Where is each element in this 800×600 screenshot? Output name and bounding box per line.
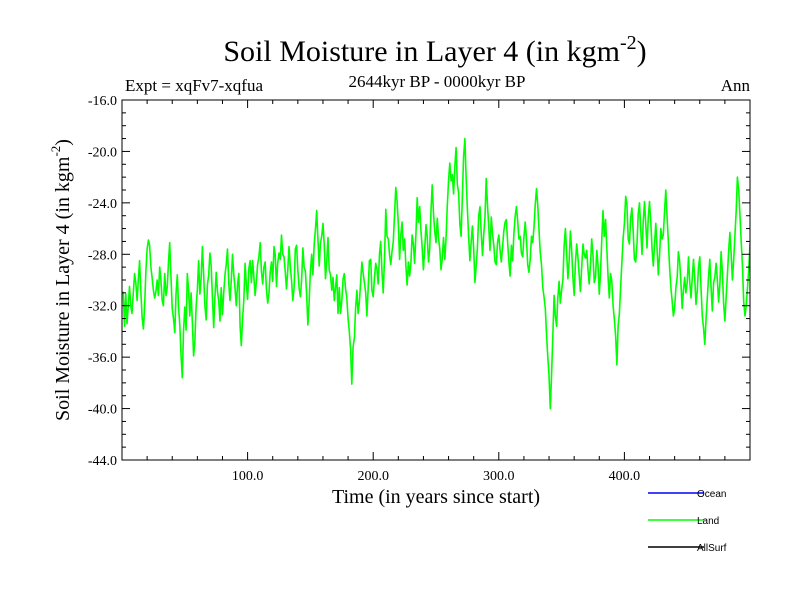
- y-tick-label: -44.0: [88, 454, 117, 469]
- y-tick-label: -36.0: [88, 351, 117, 366]
- x-tick-label: 300.0: [483, 469, 515, 484]
- chart-title: Soil Moisture in Layer 4 (in kgm-2): [223, 32, 646, 68]
- subtitle-right: Ann: [721, 76, 751, 95]
- series-line-land: [122, 137, 750, 410]
- y-tick-label: -40.0: [88, 403, 117, 418]
- x-axis: 100.0 200.0 300.0 400.0: [146, 100, 726, 484]
- series-layer: [122, 137, 750, 410]
- x-axis-label: Time (in years since start): [332, 486, 540, 508]
- y-axis-label-main: Soil Moisture in Layer 4 (in kgm: [52, 156, 74, 421]
- x-tick-label: 100.0: [232, 469, 264, 484]
- x-tick-label: 200.0: [357, 469, 389, 484]
- subtitle-center: 2644kyr BP - 0000kyr BP: [349, 72, 526, 91]
- y-axis: -16.0 -20.0 -24.0 -28.0 -32.0 -36.0 -40.0 -44.0: [88, 94, 750, 469]
- y-axis-label-suffix: ): [52, 139, 74, 146]
- y-tick-label: -20.0: [88, 145, 117, 160]
- y-tick-label: -32.0: [88, 300, 117, 315]
- y-tick-label: -24.0: [88, 197, 117, 212]
- y-axis-label: Soil Moisture in Layer 4 (in kgm-2): [48, 139, 74, 421]
- y-axis-label-superscript: -2: [48, 146, 63, 157]
- chart-title-superscript: -2: [620, 32, 637, 54]
- legend: Ocean Land AllSurf: [648, 489, 727, 554]
- legend-label-ocean: Ocean: [697, 489, 726, 500]
- legend-label-land: Land: [697, 516, 719, 527]
- y-tick-label: -16.0: [88, 94, 117, 109]
- legend-label-allsurf: AllSurf: [697, 543, 727, 554]
- x-tick-label: 400.0: [609, 469, 641, 484]
- subtitle-left: Expt = xqFv7-xqfua: [125, 76, 263, 95]
- chart-title-suffix: ): [637, 35, 647, 68]
- y-tick-label: -28.0: [88, 248, 117, 263]
- chart-title-main: Soil Moisture in Layer 4 (in kgm: [223, 35, 620, 68]
